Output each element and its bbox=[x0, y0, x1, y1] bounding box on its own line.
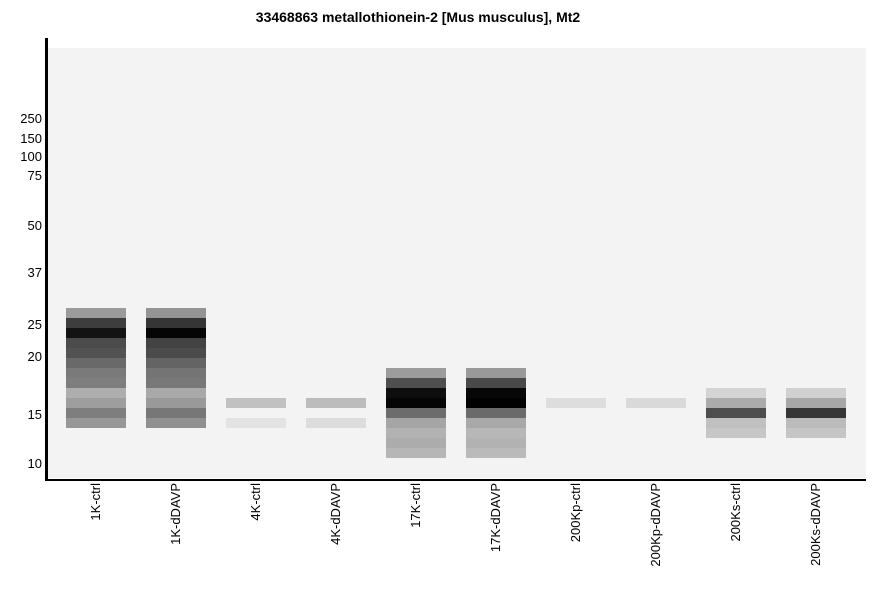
gel-band bbox=[66, 418, 126, 428]
gel-band bbox=[146, 418, 206, 428]
gel-band bbox=[386, 428, 446, 438]
gel-band bbox=[66, 388, 126, 398]
gel-band bbox=[386, 448, 446, 458]
gel-band bbox=[466, 408, 526, 418]
gel-band bbox=[546, 398, 606, 408]
x-axis-label: 17K-dDAVP bbox=[488, 483, 503, 553]
x-axis-label: 4K-dDAVP bbox=[328, 483, 343, 545]
gel-lane bbox=[706, 48, 766, 478]
y-axis-tick-label: 20 bbox=[27, 349, 42, 364]
gel-band bbox=[66, 318, 126, 328]
gel-band bbox=[306, 418, 366, 428]
x-axis-label: 17K-ctrl bbox=[408, 483, 423, 528]
gel-band bbox=[386, 388, 446, 398]
gel-band bbox=[706, 428, 766, 438]
gel-band bbox=[146, 408, 206, 418]
x-axis-label: 1K-ctrl bbox=[88, 483, 103, 521]
gel-band bbox=[386, 418, 446, 428]
gel-band bbox=[146, 368, 206, 378]
gel-lane bbox=[786, 48, 846, 478]
chart-title: 33468863 metallothionein-2 [Mus musculus… bbox=[255, 9, 581, 25]
gel-band bbox=[786, 398, 846, 408]
x-axis-label: 4K-ctrl bbox=[248, 483, 263, 521]
y-axis-tick-label: 150 bbox=[20, 131, 42, 146]
y-axis-tick-label: 37 bbox=[27, 265, 42, 280]
gel-lane bbox=[226, 48, 286, 478]
gel-band bbox=[146, 358, 206, 368]
gel-band bbox=[66, 368, 126, 378]
x-axis-label: 200Ks-ctrl bbox=[728, 483, 743, 542]
y-axis-tick-label: 75 bbox=[27, 168, 42, 183]
y-axis-tick-label: 25 bbox=[27, 317, 42, 332]
gel-band bbox=[706, 408, 766, 418]
y-axis-tick-label: 10 bbox=[27, 456, 42, 471]
gel-band bbox=[226, 418, 286, 428]
gel-band bbox=[786, 418, 846, 428]
gel-band bbox=[466, 388, 526, 398]
y-axis-tick-label: 15 bbox=[27, 407, 42, 422]
gel-band bbox=[786, 408, 846, 418]
gel-lane bbox=[626, 48, 686, 478]
x-axis-label: 200Ks-dDAVP bbox=[808, 483, 823, 566]
y-axis-line bbox=[45, 38, 48, 481]
gel-band bbox=[466, 438, 526, 448]
gel-band bbox=[786, 428, 846, 438]
gel-band bbox=[66, 308, 126, 318]
gel-band bbox=[66, 408, 126, 418]
gel-band bbox=[706, 398, 766, 408]
gel-band bbox=[306, 398, 366, 408]
gel-lane bbox=[146, 48, 206, 478]
gel-band bbox=[466, 368, 526, 378]
gel-band bbox=[386, 438, 446, 448]
gel-band bbox=[146, 398, 206, 408]
gel-band bbox=[386, 408, 446, 418]
x-axis-label: 200Kp-dDAVP bbox=[648, 483, 663, 567]
gel-band bbox=[66, 378, 126, 388]
gel-band bbox=[146, 388, 206, 398]
y-axis-tick-label: 50 bbox=[27, 218, 42, 233]
gel-band bbox=[66, 338, 126, 348]
gel-band bbox=[146, 378, 206, 388]
gel-band bbox=[386, 378, 446, 388]
gel-band bbox=[146, 348, 206, 358]
gel-band bbox=[226, 398, 286, 408]
gel-band bbox=[466, 428, 526, 438]
gel-band bbox=[146, 308, 206, 318]
gel-lane bbox=[306, 48, 366, 478]
gel-lane bbox=[386, 48, 446, 478]
x-axis-label: 200Kp-ctrl bbox=[568, 483, 583, 543]
gel-band bbox=[466, 418, 526, 428]
y-axis-tick-label: 100 bbox=[20, 149, 42, 164]
y-axis-tick-label: 250 bbox=[20, 111, 42, 126]
gel-band bbox=[66, 348, 126, 358]
gel-band bbox=[466, 378, 526, 388]
x-axis-label: 1K-dDAVP bbox=[168, 483, 183, 545]
gel-band bbox=[66, 328, 126, 338]
gel-band bbox=[386, 368, 446, 378]
gel-band bbox=[386, 398, 446, 408]
gel-band bbox=[66, 358, 126, 368]
gel-band bbox=[706, 388, 766, 398]
gel-band bbox=[146, 338, 206, 348]
gel-band bbox=[626, 398, 686, 408]
gel-band bbox=[706, 418, 766, 428]
gel-band bbox=[146, 328, 206, 338]
gel-band bbox=[786, 388, 846, 398]
gel-lane bbox=[546, 48, 606, 478]
gel-band bbox=[146, 318, 206, 328]
gel-lane bbox=[466, 48, 526, 478]
x-axis-line bbox=[45, 478, 866, 481]
gel-band bbox=[66, 398, 126, 408]
gel-lane bbox=[66, 48, 126, 478]
gel-band bbox=[466, 398, 526, 408]
gel-band bbox=[466, 448, 526, 458]
